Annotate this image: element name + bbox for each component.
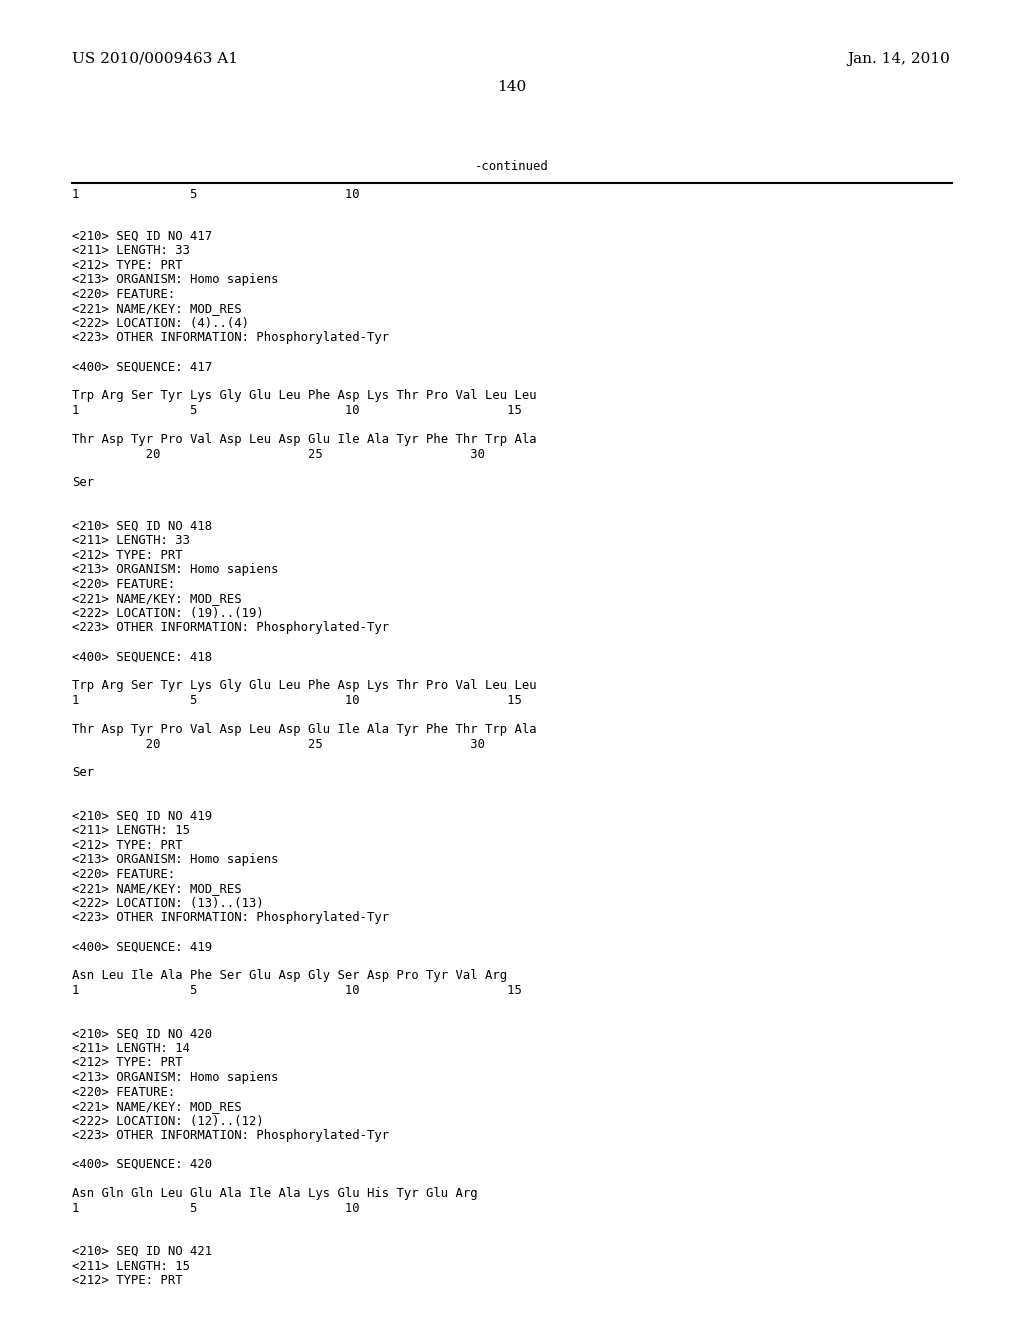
Text: <223> OTHER INFORMATION: Phosphorylated-Tyr: <223> OTHER INFORMATION: Phosphorylated-… <box>72 912 389 924</box>
Text: <212> TYPE: PRT: <212> TYPE: PRT <box>72 840 182 851</box>
Text: <213> ORGANISM: Homo sapiens: <213> ORGANISM: Homo sapiens <box>72 854 279 866</box>
Text: <400> SEQUENCE: 419: <400> SEQUENCE: 419 <box>72 940 212 953</box>
Text: Trp Arg Ser Tyr Lys Gly Glu Leu Phe Asp Lys Thr Pro Val Leu Leu: Trp Arg Ser Tyr Lys Gly Glu Leu Phe Asp … <box>72 680 537 693</box>
Text: <210> SEQ ID NO 419: <210> SEQ ID NO 419 <box>72 810 212 822</box>
Text: 1               5                    10                    15: 1 5 10 15 <box>72 983 522 997</box>
Text: <211> LENGTH: 15: <211> LENGTH: 15 <box>72 1259 190 1272</box>
Text: Thr Asp Tyr Pro Val Asp Leu Asp Glu Ile Ala Tyr Phe Thr Trp Ala: Thr Asp Tyr Pro Val Asp Leu Asp Glu Ile … <box>72 433 537 446</box>
Text: <210> SEQ ID NO 418: <210> SEQ ID NO 418 <box>72 520 212 533</box>
Text: <213> ORGANISM: Homo sapiens: <213> ORGANISM: Homo sapiens <box>72 1071 279 1084</box>
Text: <221> NAME/KEY: MOD_RES: <221> NAME/KEY: MOD_RES <box>72 593 242 606</box>
Text: <221> NAME/KEY: MOD_RES: <221> NAME/KEY: MOD_RES <box>72 883 242 895</box>
Text: <210> SEQ ID NO 420: <210> SEQ ID NO 420 <box>72 1027 212 1040</box>
Text: <220> FEATURE:: <220> FEATURE: <box>72 578 175 591</box>
Text: <222> LOCATION: (13)..(13): <222> LOCATION: (13)..(13) <box>72 898 264 909</box>
Text: US 2010/0009463 A1: US 2010/0009463 A1 <box>72 51 238 66</box>
Text: <220> FEATURE:: <220> FEATURE: <box>72 869 175 880</box>
Text: <223> OTHER INFORMATION: Phosphorylated-Tyr: <223> OTHER INFORMATION: Phosphorylated-… <box>72 331 389 345</box>
Text: -continued: -continued <box>475 160 549 173</box>
Text: 20                    25                    30: 20 25 30 <box>72 738 485 751</box>
Text: <213> ORGANISM: Homo sapiens: <213> ORGANISM: Homo sapiens <box>72 564 279 577</box>
Text: <400> SEQUENCE: 417: <400> SEQUENCE: 417 <box>72 360 212 374</box>
Text: <222> LOCATION: (4)..(4): <222> LOCATION: (4)..(4) <box>72 317 249 330</box>
Text: <210> SEQ ID NO 417: <210> SEQ ID NO 417 <box>72 230 212 243</box>
Text: <221> NAME/KEY: MOD_RES: <221> NAME/KEY: MOD_RES <box>72 302 242 315</box>
Text: <212> TYPE: PRT: <212> TYPE: PRT <box>72 1056 182 1069</box>
Text: 1               5                    10                    15: 1 5 10 15 <box>72 694 522 708</box>
Text: <223> OTHER INFORMATION: Phosphorylated-Tyr: <223> OTHER INFORMATION: Phosphorylated-… <box>72 622 389 635</box>
Text: <211> LENGTH: 33: <211> LENGTH: 33 <box>72 244 190 257</box>
Text: <211> LENGTH: 14: <211> LENGTH: 14 <box>72 1041 190 1055</box>
Text: 1               5                    10: 1 5 10 <box>72 187 359 201</box>
Text: <400> SEQUENCE: 418: <400> SEQUENCE: 418 <box>72 651 212 664</box>
Text: <400> SEQUENCE: 420: <400> SEQUENCE: 420 <box>72 1158 212 1171</box>
Text: Thr Asp Tyr Pro Val Asp Leu Asp Glu Ile Ala Tyr Phe Thr Trp Ala: Thr Asp Tyr Pro Val Asp Leu Asp Glu Ile … <box>72 723 537 737</box>
Text: 1               5                    10: 1 5 10 <box>72 1201 359 1214</box>
Text: <212> TYPE: PRT: <212> TYPE: PRT <box>72 1274 182 1287</box>
Text: <220> FEATURE:: <220> FEATURE: <box>72 288 175 301</box>
Text: <222> LOCATION: (12)..(12): <222> LOCATION: (12)..(12) <box>72 1114 264 1127</box>
Text: <220> FEATURE:: <220> FEATURE: <box>72 1085 175 1098</box>
Text: <210> SEQ ID NO 421: <210> SEQ ID NO 421 <box>72 1245 212 1258</box>
Text: <212> TYPE: PRT: <212> TYPE: PRT <box>72 259 182 272</box>
Text: Asn Leu Ile Ala Phe Ser Glu Asp Gly Ser Asp Pro Tyr Val Arg: Asn Leu Ile Ala Phe Ser Glu Asp Gly Ser … <box>72 969 507 982</box>
Text: <223> OTHER INFORMATION: Phosphorylated-Tyr: <223> OTHER INFORMATION: Phosphorylated-… <box>72 1129 389 1142</box>
Text: Trp Arg Ser Tyr Lys Gly Glu Leu Phe Asp Lys Thr Pro Val Leu Leu: Trp Arg Ser Tyr Lys Gly Glu Leu Phe Asp … <box>72 389 537 403</box>
Text: <221> NAME/KEY: MOD_RES: <221> NAME/KEY: MOD_RES <box>72 1100 242 1113</box>
Text: 20                    25                    30: 20 25 30 <box>72 447 485 461</box>
Text: <222> LOCATION: (19)..(19): <222> LOCATION: (19)..(19) <box>72 607 264 620</box>
Text: <213> ORGANISM: Homo sapiens: <213> ORGANISM: Homo sapiens <box>72 273 279 286</box>
Text: <211> LENGTH: 15: <211> LENGTH: 15 <box>72 825 190 837</box>
Text: 1               5                    10                    15: 1 5 10 15 <box>72 404 522 417</box>
Text: <211> LENGTH: 33: <211> LENGTH: 33 <box>72 535 190 548</box>
Text: Jan. 14, 2010: Jan. 14, 2010 <box>847 51 950 66</box>
Text: Ser: Ser <box>72 477 94 490</box>
Text: Asn Gln Gln Leu Glu Ala Ile Ala Lys Glu His Tyr Glu Arg: Asn Gln Gln Leu Glu Ala Ile Ala Lys Glu … <box>72 1187 477 1200</box>
Text: Ser: Ser <box>72 767 94 780</box>
Text: 140: 140 <box>498 81 526 94</box>
Text: <212> TYPE: PRT: <212> TYPE: PRT <box>72 549 182 562</box>
